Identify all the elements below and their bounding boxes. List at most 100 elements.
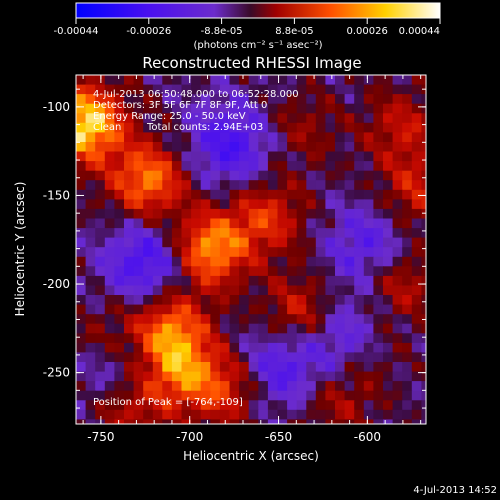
heatmap-cell — [124, 208, 135, 220]
heatmap-cell — [411, 113, 422, 124]
heatmap-cell — [383, 132, 394, 143]
heatmap-cell — [287, 342, 298, 354]
heatmap-cell — [124, 419, 135, 424]
heatmap-cell — [258, 189, 269, 200]
heatmap-cell — [95, 170, 106, 181]
heatmap-cell — [239, 189, 250, 200]
heatmap-cell — [287, 142, 298, 153]
heatmap-cell — [335, 333, 346, 344]
heatmap-cell — [162, 295, 173, 306]
heatmap-cell — [277, 113, 288, 124]
heatmap-cell — [421, 75, 426, 86]
heatmap-cell — [152, 285, 163, 296]
heatmap-cell — [248, 151, 259, 162]
heatmap-cell — [315, 304, 326, 315]
heatmap-cell — [85, 228, 96, 239]
heatmap-cell — [95, 151, 106, 162]
heatmap-cell — [267, 237, 279, 248]
heatmap-cell — [325, 429, 335, 439]
heatmap-cell — [431, 94, 441, 104]
heatmap-cell — [239, 314, 250, 325]
heatmap-cell — [421, 390, 426, 401]
heatmap-cell — [181, 170, 192, 181]
heatmap-cell — [191, 304, 202, 315]
heatmap-cell — [363, 362, 374, 373]
heatmap-cell — [296, 132, 307, 143]
heatmap-cell — [296, 228, 307, 239]
heatmap-cell — [133, 103, 144, 114]
heatmap-cell — [143, 75, 154, 86]
heatmap-cell — [306, 323, 317, 334]
heatmap-cell — [229, 208, 240, 220]
heatmap-cell — [104, 381, 115, 392]
heatmap-cell — [392, 371, 403, 382]
heatmap-cell — [229, 295, 240, 306]
heatmap-cell — [335, 323, 346, 334]
heatmap-cell — [229, 314, 240, 325]
heatmap-cell — [392, 132, 403, 143]
heatmap-cell — [344, 371, 355, 382]
heatmap-cell — [373, 333, 384, 344]
heatmap-cell — [421, 161, 426, 172]
heatmap-cell — [104, 390, 115, 401]
heatmap-cell — [219, 247, 231, 258]
heatmap-cell — [411, 323, 422, 334]
heatmap-cell — [306, 314, 317, 325]
heatmap-cell — [210, 371, 221, 382]
heatmap-cell — [191, 247, 202, 258]
heatmap-cell — [421, 113, 426, 124]
heatmap-cell — [248, 142, 259, 153]
heatmap-cell — [373, 103, 384, 114]
heatmap-cell — [171, 208, 183, 220]
heatmap-cell — [114, 208, 125, 220]
heatmap-cell — [171, 371, 183, 382]
heatmap-cell — [171, 142, 183, 153]
heatmap-cell — [325, 208, 336, 220]
heatmap-cell — [133, 362, 144, 373]
heatmap-cell — [210, 285, 221, 296]
heatmap-cell — [411, 189, 422, 200]
heatmap-cell — [325, 295, 336, 306]
heatmap-cell — [315, 314, 326, 325]
heatmap-cell — [143, 381, 154, 392]
heatmap-cell — [354, 228, 365, 239]
heatmap-cell — [354, 84, 365, 95]
heatmap-cell — [267, 218, 279, 229]
heatmap-cell — [277, 256, 288, 267]
heatmap-cell — [392, 237, 403, 248]
heatmap-cell — [143, 390, 154, 401]
heatmap-cell — [219, 228, 231, 239]
heatmap-cell — [277, 180, 288, 191]
heatmap-cell — [363, 275, 374, 287]
heatmap-cell — [162, 400, 173, 411]
heatmap-cell — [181, 304, 192, 315]
heatmap-cell — [191, 189, 202, 200]
heatmap-cell — [229, 122, 240, 133]
heatmap-cell — [239, 199, 250, 210]
heatmap-cell — [85, 285, 96, 296]
heatmap-cell — [76, 362, 87, 373]
heatmap-cell — [315, 189, 326, 200]
heatmap-cell — [114, 132, 125, 143]
heatmap-cell — [85, 180, 96, 191]
heatmap-cell — [335, 218, 346, 229]
heatmap-cell — [335, 419, 346, 424]
heatmap-cell — [277, 237, 288, 248]
heatmap-cell — [344, 180, 355, 191]
heatmap-cell — [354, 400, 365, 411]
heatmap-cell — [239, 390, 250, 401]
heatmap-cell — [229, 75, 240, 86]
heatmap-cell — [267, 304, 279, 315]
heatmap-cell — [162, 228, 173, 239]
heatmap-cell — [277, 409, 288, 420]
heatmap-cell — [85, 256, 96, 267]
heatmap-cell — [133, 208, 144, 220]
heatmap-cell — [421, 122, 426, 133]
heatmap-cell — [267, 333, 279, 344]
heatmap-cell — [248, 132, 259, 143]
heatmap-cell — [229, 228, 240, 239]
heatmap-cell — [200, 409, 211, 420]
heatmap-cell — [239, 333, 250, 344]
heatmap-cell — [315, 352, 326, 363]
heatmap-cell — [239, 237, 250, 248]
